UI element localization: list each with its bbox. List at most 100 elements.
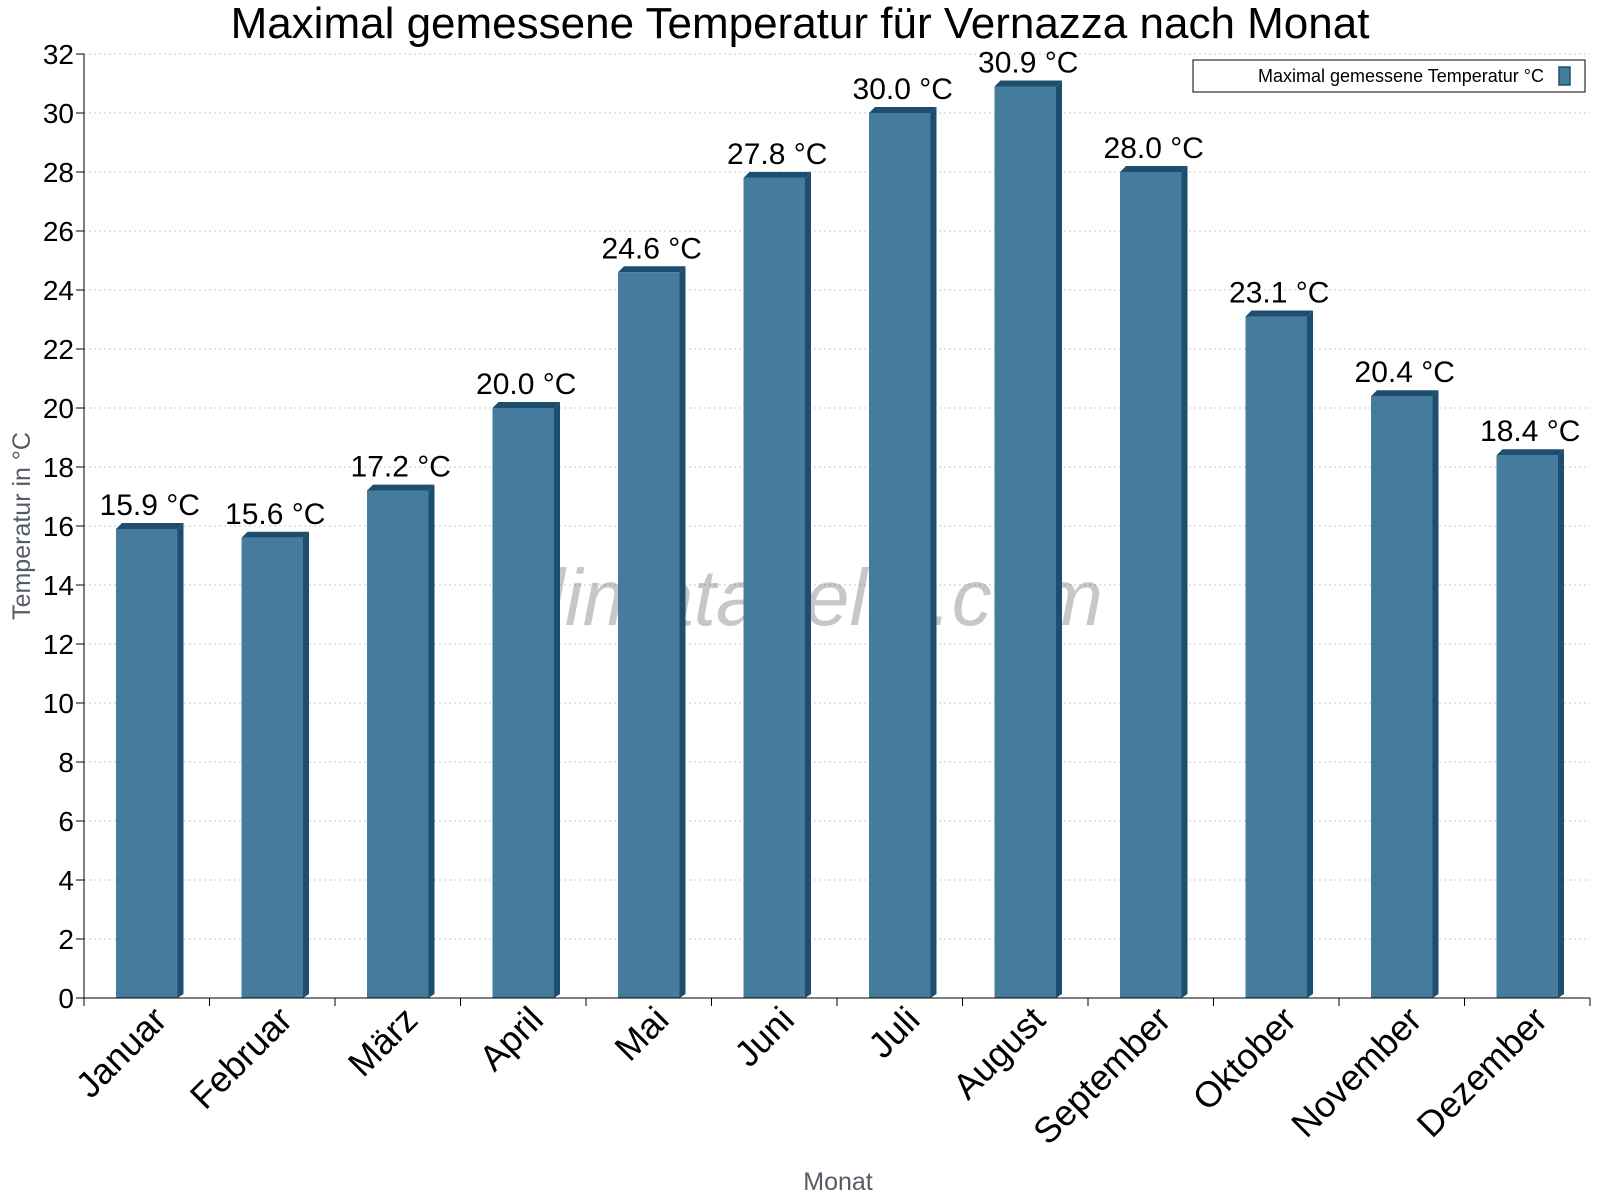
bar-top [367, 484, 435, 491]
value-label: 30.9 °C [978, 46, 1078, 79]
x-tick-label: Oktober [1184, 999, 1304, 1119]
bar-august [994, 80, 1062, 998]
x-tick-label: April [471, 999, 551, 1079]
y-tick-label: 14 [43, 570, 74, 601]
bar-front [1496, 455, 1558, 998]
value-label: 15.6 °C [225, 498, 325, 531]
legend-label: Maximal gemessene Temperatur °C [1258, 66, 1544, 86]
bar-side [302, 531, 309, 998]
legend-box [1192, 59, 1586, 93]
y-tick-label: 24 [43, 275, 74, 306]
bar-front [241, 537, 303, 998]
x-tick-label: Juni [726, 999, 802, 1075]
y-tick-label: 32 [43, 39, 74, 70]
y-tick-label: 12 [43, 629, 74, 660]
bar-top [492, 402, 560, 408]
x-axis-ticks: Januar Februar März April Mai Juni Juli AugustS… [68, 998, 1591, 1153]
bar-top [241, 531, 309, 538]
y-tick-label: 16 [43, 511, 74, 542]
bar-side [177, 522, 184, 998]
value-label: 30.0 °C [853, 73, 953, 106]
y-tick-label: 26 [43, 216, 74, 247]
bar-front [1245, 316, 1307, 998]
bar-side [1055, 80, 1062, 998]
x-tick-label: Dezember [1408, 999, 1554, 1145]
bars [116, 80, 1564, 999]
bar-side [428, 484, 435, 999]
bar-top [618, 266, 686, 273]
bar-front [743, 177, 805, 998]
x-axis-title: Monat [803, 1168, 873, 1196]
bar-top [1496, 449, 1564, 456]
bar-side [679, 266, 686, 998]
bar-side [553, 402, 560, 998]
y-tick-label: 22 [43, 334, 74, 365]
x-tick-label: September [1025, 999, 1179, 1153]
y-tick-label: 4 [58, 865, 74, 896]
value-label: 24.6 °C [602, 232, 702, 265]
bar-front [492, 408, 554, 998]
value-label: 17.2 °C [351, 451, 451, 484]
bar-side [930, 107, 937, 998]
bar-side [1181, 166, 1188, 998]
y-tick-label: 6 [58, 806, 74, 837]
bar-front [116, 528, 178, 998]
x-tick-label: Juli [860, 999, 927, 1066]
y-tick-label: 2 [58, 924, 74, 955]
value-label: 20.4 °C [1355, 356, 1455, 389]
bar-mai [618, 266, 686, 998]
bar-dezember [1496, 449, 1564, 998]
bar-juni [743, 171, 811, 998]
value-label: 20.0 °C [476, 368, 576, 401]
bar-januar [116, 522, 184, 998]
bar-november [1371, 390, 1439, 998]
value-label: 27.8 °C [727, 138, 827, 171]
chart-title: Maximal gemessene Temperatur für Vernazz… [231, 0, 1370, 48]
bar-side [1557, 449, 1564, 998]
x-tick-label: August [945, 999, 1053, 1107]
legend: Maximal gemessene Temperatur °C [1192, 59, 1586, 93]
y-tick-label: 18 [43, 452, 74, 483]
bar-april [492, 402, 560, 998]
bar-top [743, 171, 811, 178]
grid-lines [84, 53, 1590, 940]
y-tick-label: 30 [43, 98, 74, 129]
bar-märz [367, 484, 435, 999]
x-tick-label: Januar [68, 999, 175, 1106]
bar-top [1245, 310, 1313, 317]
bar-juli [869, 107, 937, 998]
value-label: 23.1 °C [1229, 277, 1329, 310]
value-label: 18.4 °C [1480, 415, 1580, 448]
bar-top [994, 80, 1062, 87]
bar-februar [241, 531, 309, 998]
x-tick-label: März [340, 999, 426, 1085]
bar-front [618, 272, 680, 998]
bar-september [1120, 166, 1188, 998]
bar-top [869, 107, 937, 113]
x-tick-label: Mai [606, 999, 676, 1069]
bar-side [804, 171, 811, 998]
bar-top [1120, 166, 1188, 172]
value-label: 28.0 °C [1104, 132, 1204, 165]
bar-top [1371, 390, 1439, 397]
value-labels: 15.9 °C 15.6 °C 17.2 °C 20.0 °C 24.6 °C 27.8 … [100, 46, 1581, 530]
x-tick-label: Februar [182, 999, 300, 1117]
bar-front [1371, 396, 1433, 998]
bar-front [367, 490, 429, 998]
y-tick-label: 8 [58, 747, 74, 778]
x-tick-label: November [1283, 999, 1429, 1145]
y-tick-label: 28 [43, 157, 74, 188]
bar-side [1306, 310, 1313, 998]
y-tick-label: 10 [43, 688, 74, 719]
bar-side [1432, 390, 1439, 998]
value-label: 15.9 °C [100, 489, 200, 522]
y-axis-title: Temperatur in °C [8, 432, 36, 620]
y-tick-label: 0 [58, 983, 74, 1014]
y-tick-label: 20 [43, 393, 74, 424]
legend-swatch [1558, 66, 1571, 86]
bar-front [869, 113, 931, 998]
bar-front [994, 86, 1056, 998]
bar-oktober [1245, 310, 1313, 998]
